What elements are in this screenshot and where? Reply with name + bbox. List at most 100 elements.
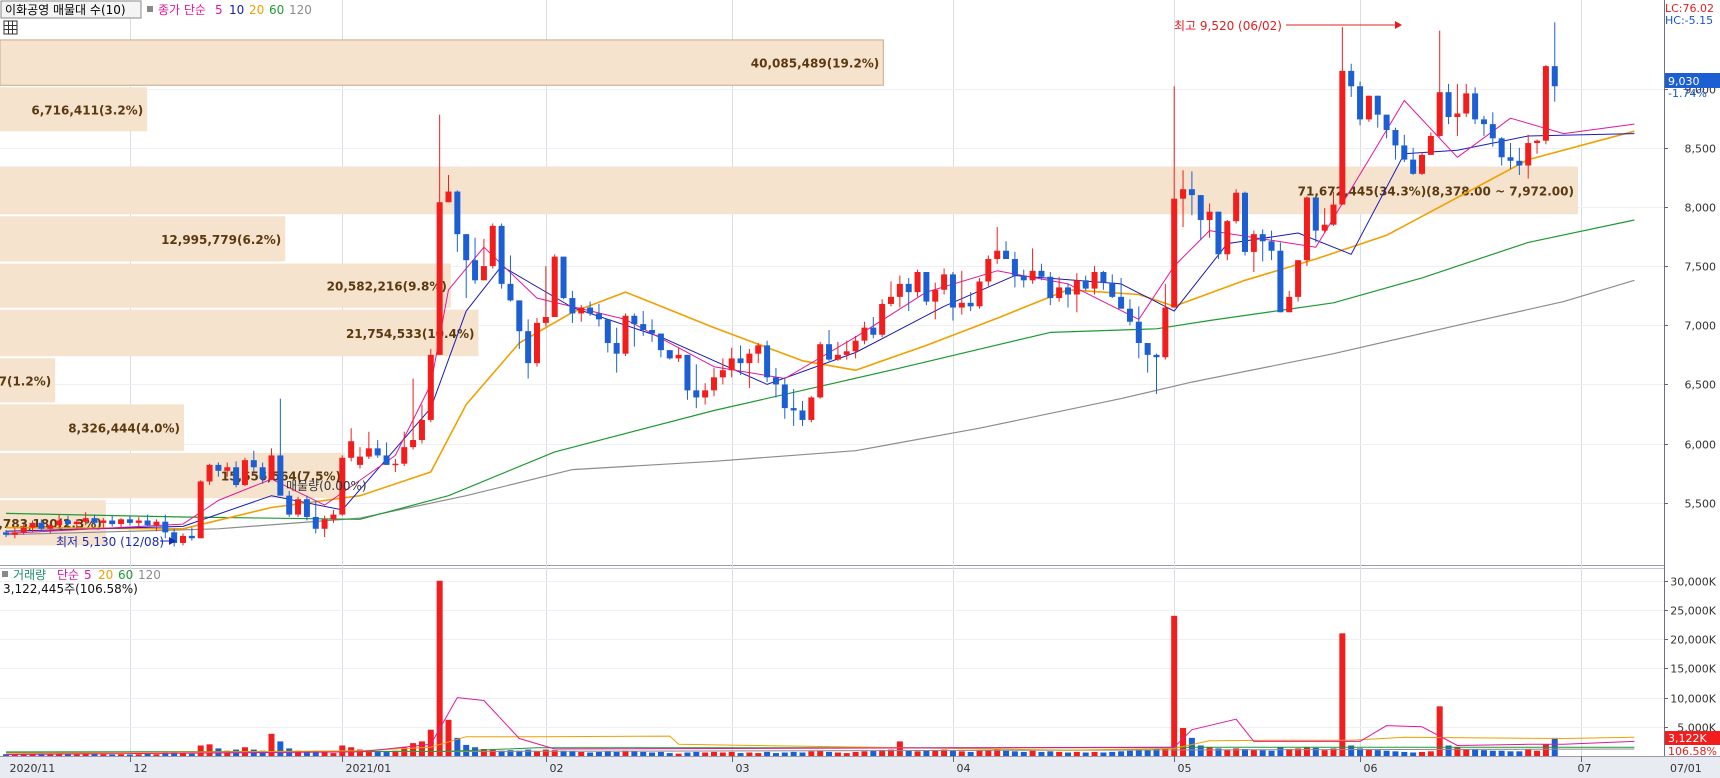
candle-body	[418, 419, 425, 441]
volume-bar	[1126, 750, 1133, 756]
volume-bar	[578, 751, 585, 756]
candle-body	[1056, 287, 1063, 299]
candle-body	[250, 460, 257, 468]
candle-body	[1534, 140, 1541, 144]
volume-bar	[879, 750, 886, 756]
candle-body	[684, 354, 691, 391]
volume-bar	[1082, 752, 1089, 756]
volume-bar	[1392, 751, 1399, 756]
candle-body	[1463, 93, 1470, 114]
candle-body	[82, 518, 89, 522]
candle-body	[1472, 93, 1479, 120]
candle-body	[569, 298, 576, 314]
volume-bar	[277, 741, 284, 756]
profile-bar	[0, 263, 451, 308]
candle-body	[542, 316, 549, 323]
candle-body	[914, 272, 921, 293]
volume-bar	[1250, 749, 1257, 756]
volume-bar	[1507, 751, 1514, 756]
ma-legend-5: 5	[215, 3, 223, 17]
volume-bar	[498, 750, 505, 756]
candle-body	[1259, 234, 1266, 242]
volume-bar	[772, 753, 779, 756]
candle-body	[241, 460, 248, 486]
candle-body	[321, 519, 328, 529]
candle-body	[1020, 275, 1027, 281]
volume-bar	[1197, 745, 1204, 756]
volume-ma-60: 60	[118, 568, 133, 582]
low-label: 최저 5,130 (12/08)	[56, 535, 164, 549]
candle-body	[20, 527, 27, 533]
volume-bar	[764, 751, 771, 756]
lc-label: LC:76.02	[1665, 2, 1714, 15]
volume-bar	[454, 737, 461, 756]
profile-bar	[0, 216, 286, 262]
volume-bar	[1410, 752, 1417, 756]
volume-bar	[684, 752, 691, 756]
candle-body	[162, 521, 169, 533]
volume-bar	[888, 749, 894, 756]
volume-bar	[1020, 751, 1027, 756]
volume-bar	[1100, 752, 1107, 756]
volume-bar	[1180, 727, 1187, 756]
profile-bar	[0, 404, 185, 451]
volume-bar	[781, 752, 788, 756]
candle-body	[64, 520, 71, 525]
volume-current: 3,122,445주(106.58%)	[3, 582, 138, 596]
volume-bar	[914, 751, 921, 756]
profile-label: 12,995,779(6.2%)	[161, 233, 281, 247]
volume-bar	[595, 751, 602, 756]
volume-bar	[896, 741, 903, 756]
volume-tick-label: 25,000K	[1670, 605, 1716, 618]
volume-bar	[135, 754, 142, 756]
candle-body	[489, 225, 496, 267]
indicator-title: 이화공영 매물대 수(10)	[5, 3, 126, 17]
volume-bar	[675, 753, 682, 756]
candle-body	[613, 343, 620, 354]
x-tick-label: 07/01	[1670, 762, 1702, 775]
candle-body	[631, 315, 638, 325]
volume-bar	[1321, 750, 1328, 756]
volume-bar	[1073, 751, 1080, 756]
volume-bar	[303, 751, 310, 756]
candle-body	[233, 467, 240, 486]
low-arrow-head	[169, 537, 176, 545]
volume-bar	[1330, 748, 1337, 756]
price-ma20-line	[5, 130, 1635, 530]
volume-bar	[702, 752, 709, 756]
candle-body	[896, 283, 903, 297]
volume-bar	[206, 744, 213, 756]
volume-bar	[295, 750, 302, 756]
profile-label: 21,754,533(10.4%)	[346, 327, 475, 341]
volume-bar	[91, 753, 98, 756]
volume-bar	[1303, 747, 1310, 756]
volume-bar	[525, 749, 532, 756]
profile-bar	[0, 87, 148, 132]
candle-body	[1109, 282, 1116, 297]
volume-bar	[1472, 749, 1479, 756]
candle-body	[1365, 95, 1372, 120]
volume-bar	[445, 719, 452, 756]
candle-body	[799, 410, 806, 420]
candle-body	[949, 274, 956, 308]
volume-bar	[719, 752, 726, 756]
table-icon[interactable]	[3, 20, 18, 35]
current-price-tag	[1665, 73, 1720, 88]
indicator-title-box[interactable]	[0, 0, 142, 19]
candle-body	[941, 274, 948, 290]
candle-body	[436, 202, 443, 355]
candle-body	[1419, 154, 1425, 174]
volume-ma-120: 120	[138, 568, 161, 582]
candle-body	[1498, 138, 1505, 158]
volume-title: 거래량	[13, 568, 46, 582]
volume-bar	[551, 750, 558, 756]
candle-body	[100, 520, 107, 523]
candle-body	[1268, 241, 1275, 251]
candle-body	[410, 440, 417, 448]
candle-body	[817, 344, 824, 398]
x-tick-label: 05	[1178, 762, 1192, 775]
volume-bar	[1162, 748, 1169, 756]
candle-body	[1427, 135, 1434, 155]
y-tick-label: 7,000	[1685, 320, 1717, 333]
